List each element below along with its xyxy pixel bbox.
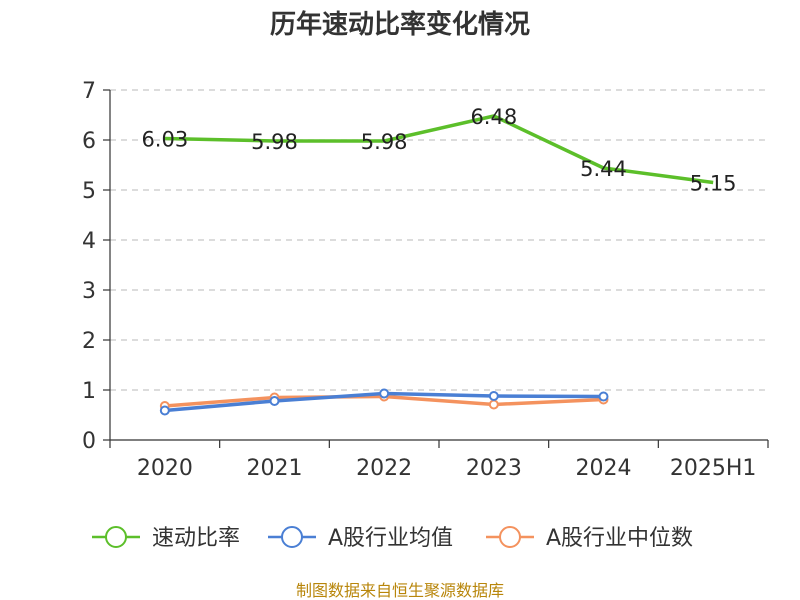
x-tick-label: 2021 [247,456,303,481]
series-point [379,388,390,399]
y-tick-label: 6 [82,129,96,154]
axes: 0 1 2 3 4 5 6 7 2020 2021 2022 2023 2024 2025H1 [82,79,769,481]
legend-label: A股行业均值 [328,526,453,551]
series-layer [159,114,714,416]
y-tick-label: 5 [82,179,96,204]
y-tick-label: 0 [82,429,96,454]
series-point [598,391,609,402]
grid-lines [110,89,768,391]
y-tick-label: 1 [82,379,96,404]
x-tick-label: 2023 [466,456,522,481]
data-label: 5.98 [251,130,298,154]
series-point [269,396,280,406]
y-tick-label: 7 [82,79,96,104]
data-label: 6.03 [141,128,188,152]
data-label: 5.15 [690,172,737,196]
x-tick-label: 2025H1 [670,456,757,481]
data-labels: 6.03 5.98 5.98 6.48 5.44 5.15 [141,105,736,196]
legend-label: A股行业中位数 [546,526,693,551]
series-point [488,399,499,410]
legend-label: 速动比率 [152,526,240,551]
x-tick-label: 2024 [576,456,632,481]
chart-title: 历年速动比率变化情况 [270,9,530,40]
series-point [159,405,170,416]
x-tick-label: 2022 [356,456,412,481]
series-point [488,391,499,401]
data-label: 5.44 [580,157,627,181]
data-label: 6.48 [470,105,517,129]
series-line-0 [164,114,714,185]
legend-swatch-marker [281,526,303,548]
x-tick-label: 2020 [137,456,193,481]
source-note: 制图数据来自恒生聚源数据库 [296,581,504,600]
data-label: 5.98 [361,130,408,154]
legend-swatch-marker [499,526,521,548]
y-tick-label: 3 [82,279,96,304]
legend: 速动比率 A股行业均值 A股行业中位数 [92,526,693,551]
legend-swatch-marker [105,526,127,548]
y-tick-label: 4 [82,229,96,254]
y-tick-label: 2 [82,329,96,354]
